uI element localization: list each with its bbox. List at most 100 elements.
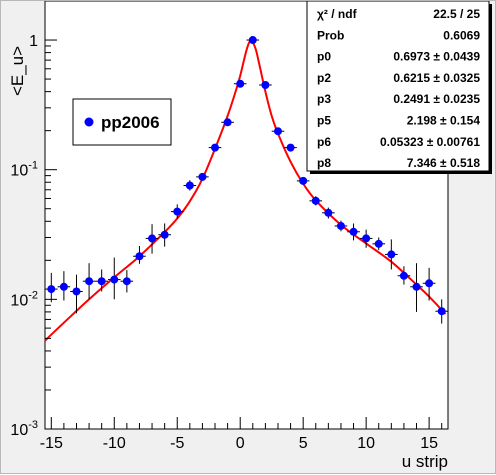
stats-name: p5 <box>317 114 331 128</box>
data-marker <box>362 234 371 243</box>
data-marker <box>437 307 446 316</box>
points-layer <box>45 36 448 324</box>
data-marker <box>85 277 94 286</box>
data-marker <box>223 118 232 127</box>
stats-box: χ² / ndf 22.5 / 25 Prob 0.6069 p0 0.6973 ± 0.… <box>306 1 492 174</box>
data-point <box>145 224 159 254</box>
data-marker <box>97 277 106 286</box>
stats-value: 0.05323 ± 0.00761 <box>380 135 480 149</box>
data-marker <box>374 239 383 248</box>
data-marker <box>349 227 358 236</box>
data-point <box>107 257 121 300</box>
data-point <box>196 172 209 181</box>
legend-marker <box>84 117 94 127</box>
data-point <box>359 229 373 248</box>
y-tick-label: 1 <box>29 33 38 50</box>
stats-value: 22.5 / 25 <box>433 7 480 21</box>
data-marker <box>336 221 345 230</box>
data-point <box>221 118 234 127</box>
stats-name: p0 <box>317 50 331 64</box>
y-axis-title-text: <E_u> <box>8 46 27 96</box>
data-point <box>322 207 335 219</box>
data-point <box>271 127 285 136</box>
data-marker <box>324 208 333 217</box>
data-point <box>347 223 360 241</box>
stats-value: 7.346 ± 0.518 <box>407 156 481 170</box>
data-marker <box>160 230 169 239</box>
legend: pp2006 <box>72 98 172 146</box>
data-point <box>284 143 297 152</box>
data-marker <box>399 271 408 280</box>
data-marker <box>47 285 56 294</box>
data-point <box>309 196 323 206</box>
y-axis-title: <E_u> <box>8 46 27 96</box>
y-tick-label: 10-3 <box>10 419 38 439</box>
data-point <box>70 274 83 314</box>
y-tick-label: 10-1 <box>10 160 38 180</box>
stats-name: Prob <box>317 28 344 42</box>
data-marker <box>286 143 295 152</box>
x-tick-label: -5 <box>170 435 184 452</box>
data-point <box>133 245 146 264</box>
stats-name: χ² / ndf <box>317 7 358 21</box>
data-point <box>95 269 108 292</box>
x-tick-label: 0 <box>236 435 245 452</box>
data-marker <box>311 196 320 205</box>
data-point <box>372 237 386 251</box>
data-marker <box>185 181 194 190</box>
stats-value: 0.2491 ± 0.0235 <box>393 92 480 106</box>
data-point <box>296 176 310 185</box>
stats-name: p2 <box>317 71 331 85</box>
x-tick-label: 10 <box>357 435 375 452</box>
x-axis-title: u strip <box>402 452 448 471</box>
data-point <box>246 36 260 45</box>
axes-layer: -15 -10 -5 0 5 10 15 1 10-1 10-2 10-3 <box>10 1 443 452</box>
data-point <box>233 79 247 88</box>
data-marker <box>211 143 220 152</box>
data-point <box>410 263 423 312</box>
legend-label-pp2006: pp2006 <box>101 113 160 132</box>
data-marker <box>387 250 396 259</box>
stats-name: p8 <box>317 156 331 170</box>
data-point <box>82 263 96 300</box>
x-tick-label: 5 <box>299 435 308 452</box>
stats-rows: χ² / ndf 22.5 / 25 Prob 0.6069 p0 0.6973 ± 0.… <box>317 7 480 170</box>
data-marker <box>122 277 131 286</box>
data-point <box>170 204 184 219</box>
data-marker <box>135 252 144 261</box>
data-marker <box>248 36 257 45</box>
data-point <box>435 299 448 324</box>
stats-value: 0.6215 ± 0.0325 <box>393 71 480 85</box>
stats-name: p3 <box>317 92 331 106</box>
data-point <box>385 239 398 270</box>
data-marker <box>110 275 119 284</box>
data-marker <box>198 172 207 181</box>
stats-name: p6 <box>317 135 331 149</box>
y-tick-label: 10-2 <box>10 289 38 309</box>
data-marker <box>236 79 245 88</box>
data-point <box>334 220 348 232</box>
data-point <box>158 223 171 247</box>
data-marker <box>425 279 434 288</box>
stats-value: 2.198 ± 0.154 <box>407 114 481 128</box>
data-point <box>120 270 134 293</box>
x-tick-label: 15 <box>420 435 438 452</box>
data-point <box>259 80 272 89</box>
stats-value: 0.6973 ± 0.0439 <box>393 50 480 64</box>
data-point <box>45 272 58 303</box>
x-tick-label: -15 <box>40 435 63 452</box>
x-tick-label: -10 <box>103 435 126 452</box>
stats-value: 0.6069 <box>443 28 480 42</box>
data-marker <box>299 176 308 185</box>
data-marker <box>261 80 270 89</box>
data-marker <box>59 282 68 291</box>
data-point <box>397 266 411 285</box>
data-point <box>208 143 222 152</box>
data-point <box>422 267 436 301</box>
data-marker <box>148 234 157 243</box>
data-point <box>57 271 71 301</box>
data-marker <box>72 287 81 296</box>
data-marker <box>273 127 282 136</box>
